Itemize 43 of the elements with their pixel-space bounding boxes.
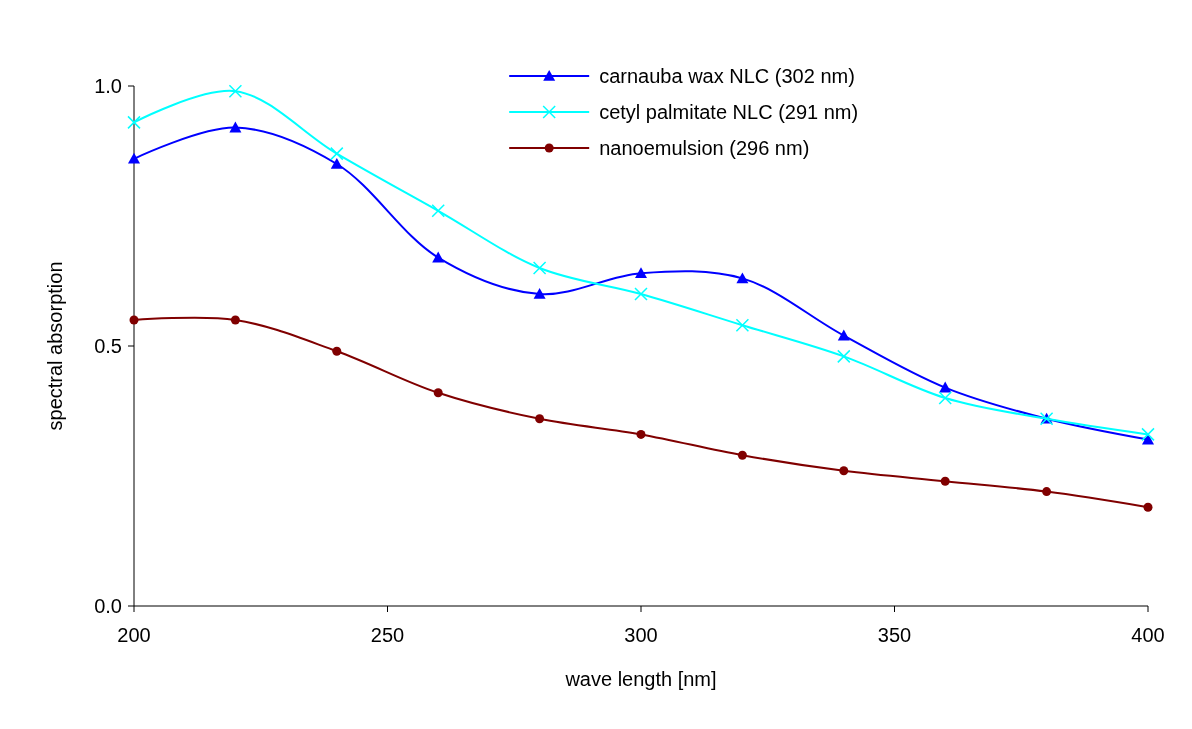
point (938, 391, 952, 405)
point (1042, 487, 1052, 497)
point (636, 429, 646, 439)
point (230, 315, 240, 325)
point (839, 466, 849, 476)
point (533, 288, 546, 299)
legend-label: cetyl palmitate NLC (291 nm) (599, 101, 859, 123)
point (330, 158, 343, 169)
x-tick-label: 400 (1131, 624, 1165, 646)
point (432, 251, 445, 263)
point (431, 204, 445, 218)
point (635, 267, 647, 278)
point (128, 152, 140, 164)
point (737, 450, 747, 460)
point (127, 115, 141, 130)
x-tick-label: 300 (624, 624, 658, 646)
x-tick-label: 350 (877, 624, 912, 646)
point (939, 381, 952, 393)
y-tick-label: 1.0 (94, 75, 122, 97)
y-tick-label: 0.0 (94, 595, 122, 617)
x-axis-title: wave length [nm] (564, 668, 717, 690)
point (535, 414, 545, 424)
point (532, 261, 547, 275)
point (332, 346, 342, 356)
point (837, 329, 850, 341)
legend-label: carnauba wax NLC (302 nm) (599, 65, 855, 87)
x-tick-label: 250 (370, 624, 405, 646)
y-tick-label: 0.5 (94, 335, 122, 357)
point (736, 272, 749, 284)
point (634, 287, 648, 301)
legend-label: nanoemulsion (296 nm) (599, 137, 810, 159)
point (735, 318, 750, 332)
point (1141, 427, 1155, 442)
point (129, 315, 139, 325)
point (228, 84, 243, 98)
point (940, 476, 950, 486)
point (330, 146, 344, 161)
point (229, 121, 242, 133)
x-tick-label: 200 (117, 624, 151, 646)
point (837, 349, 851, 364)
point (433, 388, 443, 398)
point (1143, 502, 1153, 512)
y-axis-title: spectral absorption (44, 261, 66, 431)
